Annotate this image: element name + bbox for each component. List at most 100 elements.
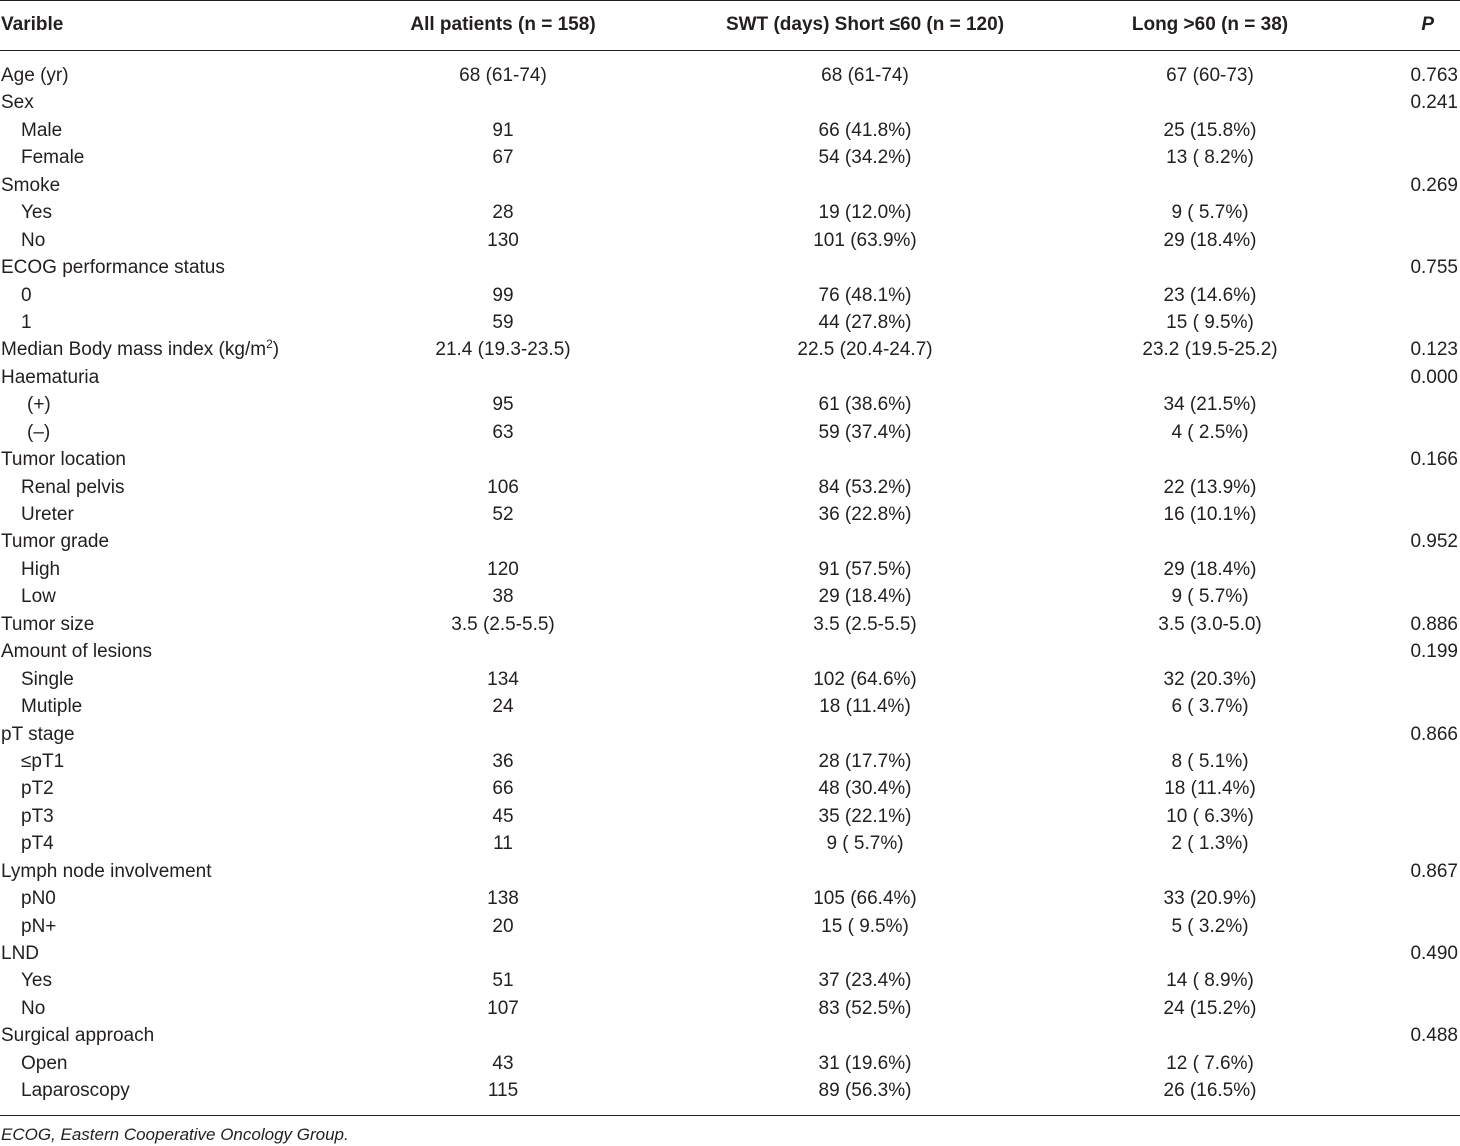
cell-all-patients: 68 (61-74) (459, 65, 547, 86)
cell-swt-short: 48 (30.4%) (818, 778, 912, 800)
table-row: LND 0.490 (0, 940, 1460, 967)
table-header-row: Varible All patients (n = 158) SWT (days… (0, 0, 1460, 50)
table-row: Tumor grade 0.952 (0, 528, 1460, 555)
table-row: Surgical approach 0.488 (0, 1022, 1460, 1049)
table-row: Amount of lesions 0.199 (0, 638, 1460, 665)
header-swt-long: Long >60 (n = 38) (1131, 14, 1289, 35)
cell-p-value: 0.199 (1410, 641, 1458, 663)
row-label: Open (21, 1052, 68, 1074)
table-row: Renal pelvis 106 84 (53.2%) 22 (13.9%) (0, 474, 1460, 501)
header-p-value: P (1421, 14, 1434, 35)
cell-all-patients: 11 (493, 833, 513, 855)
cell-all-patients: 21.4 (19.3-23.5) (435, 339, 571, 361)
cell-p-value: 0.952 (1410, 531, 1458, 553)
cell-swt-long: 67 (60-73) (1166, 65, 1254, 86)
row-label: Amount of lesions (1, 641, 153, 663)
cell-all-patients: 106 (487, 476, 519, 498)
cell-swt-short: 68 (61-74) (821, 65, 909, 86)
table-row: Smoke 0.269 (0, 172, 1460, 199)
row-label: ≤pT1 (21, 750, 65, 772)
cell-swt-long: 22 (13.9%) (1163, 476, 1257, 498)
cell-swt-long: 29 (18.4%) (1163, 558, 1257, 580)
table-row: ECOG performance status 0.755 (0, 254, 1460, 281)
cell-swt-short: 61 (38.6%) (818, 394, 912, 416)
cell-p-value: 0.490 (1410, 943, 1458, 964)
cell-all-patients: 36 (492, 750, 514, 772)
cell-swt-long: 29 (18.4%) (1163, 229, 1257, 251)
cell-all-patients: 52 (492, 504, 514, 525)
cell-all-patients: 107 (487, 997, 519, 1019)
row-label: High (21, 558, 61, 580)
cell-all-patients: 99 (492, 284, 514, 306)
cell-swt-short: 15 ( 9.5%) (821, 915, 909, 937)
table-header-rule (0, 50, 1460, 51)
cell-p-value: 0.241 (1410, 92, 1458, 114)
cell-swt-long: 9 ( 5.7%) (1171, 202, 1249, 224)
table-row: Lymph node involvement 0.867 (0, 858, 1460, 885)
cell-swt-short: 76 (48.1%) (818, 284, 912, 306)
cell-swt-long: 2 ( 1.3%) (1171, 833, 1249, 855)
cell-all-patients: 51 (492, 970, 514, 992)
cell-all-patients: 95 (492, 394, 514, 416)
cell-swt-long: 26 (16.5%) (1163, 1080, 1257, 1102)
cell-swt-short: 44 (27.8%) (818, 311, 912, 333)
table-row: 0 99 76 (48.1%) 23 (14.6%) (0, 282, 1460, 309)
cell-all-patients: 120 (487, 558, 519, 580)
table-row: pT3 45 35 (22.1%) 10 ( 6.3%) (0, 803, 1460, 830)
row-label: Tumor location (1, 449, 126, 471)
cell-swt-long: 15 ( 9.5%) (1166, 311, 1254, 333)
row-label: Yes (21, 202, 52, 224)
table-row: pN+ 20 15 ( 9.5%) 5 ( 3.2%) (0, 913, 1460, 940)
row-label: Lymph node involvement (1, 860, 212, 882)
table-row: pN0 138 105 (66.4%) 33 (20.9%) (0, 885, 1460, 912)
row-label: Laparoscopy (21, 1080, 130, 1102)
table-row: Age (yr) 68 (61-74) 68 (61-74) 67 (60-73) 0.… (0, 62, 1460, 89)
cell-all-patients: 66 (492, 778, 514, 800)
cell-swt-short: 28 (17.7%) (818, 750, 912, 772)
table-top-rule (0, 0, 1460, 1)
cell-swt-long: 32 (20.3%) (1163, 668, 1257, 690)
cell-swt-long: 34 (21.5%) (1163, 394, 1257, 416)
table-row: Ureter 52 36 (22.8%) 16 (10.1%) (0, 501, 1460, 528)
row-label: pT4 (21, 833, 54, 855)
table-row: Tumor size 3.5 (2.5-5.5) 3.5 (2.5-5.5) 3.5 … (0, 611, 1460, 638)
cell-swt-long: 9 ( 5.7%) (1171, 586, 1249, 608)
cell-swt-short: 89 (56.3%) (818, 1080, 912, 1102)
row-label: pT2 (21, 778, 54, 800)
table-row: Low 38 29 (18.4%) 9 ( 5.7%) (0, 583, 1460, 610)
cell-swt-short: 54 (34.2%) (818, 147, 912, 169)
row-label: Haematuria (1, 366, 100, 388)
cell-all-patients: 63 (492, 421, 514, 443)
cell-swt-long: 4 ( 2.5%) (1171, 421, 1249, 443)
cell-swt-short: 101 (63.9%) (813, 229, 917, 251)
cell-all-patients: 91 (492, 119, 514, 141)
cell-all-patients: 59 (492, 311, 514, 333)
table-row: Laparoscopy 115 89 (56.3%) 26 (16.5%) (0, 1077, 1460, 1104)
cell-swt-short: 35 (22.1%) (818, 805, 912, 827)
cell-all-patients: 45 (492, 805, 514, 827)
cell-p-value: 0.886 (1410, 613, 1458, 635)
cell-p-value: 0.000 (1410, 366, 1458, 388)
table-row: High 120 91 (57.5%) 29 (18.4%) (0, 556, 1460, 583)
cell-swt-short: 19 (12.0%) (818, 202, 912, 224)
table-row: (–) 63 59 (37.4%) 4 ( 2.5%) (0, 419, 1460, 446)
cell-swt-long: 16 (10.1%) (1163, 504, 1257, 525)
table-row: Female 67 54 (34.2%) 13 ( 8.2%) (0, 144, 1460, 171)
cell-all-patients: 24 (492, 696, 514, 718)
cell-all-patients: 130 (487, 229, 519, 251)
cell-swt-short: 83 (52.5%) (818, 997, 912, 1019)
cell-swt-long: 14 ( 8.9%) (1166, 970, 1254, 992)
cell-all-patients: 67 (492, 147, 514, 169)
cell-p-value: 0.866 (1410, 723, 1458, 745)
cell-p-value: 0.166 (1410, 449, 1458, 471)
row-label: Female (21, 147, 85, 169)
cell-swt-long: 3.5 (3.0-5.0) (1158, 613, 1262, 635)
header-swt-short: SWT (days) Short ≤60 (n = 120) (725, 14, 1005, 35)
cell-swt-short: 31 (19.6%) (818, 1052, 912, 1074)
table-row: Yes 28 19 (12.0%) 9 ( 5.7%) (0, 199, 1460, 226)
cell-swt-short: 29 (18.4%) (818, 586, 912, 608)
cell-swt-short: 105 (66.4%) (813, 888, 917, 910)
table-row: pT stage 0.866 (0, 721, 1460, 748)
row-label: Surgical approach (1, 1025, 155, 1047)
cell-swt-long: 13 ( 8.2%) (1166, 147, 1254, 169)
